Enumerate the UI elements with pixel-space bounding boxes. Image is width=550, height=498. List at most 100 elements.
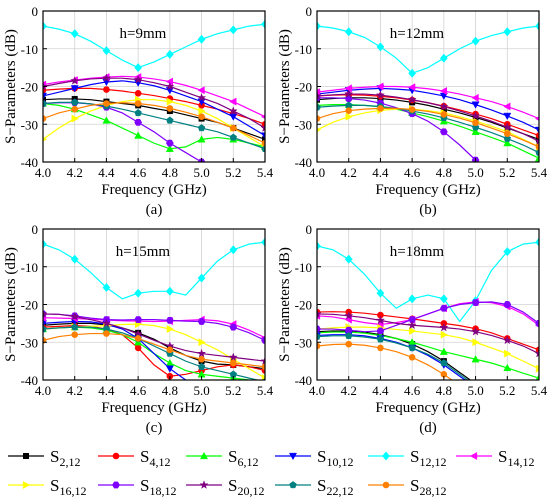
data-point-S14-12 [408,83,416,92]
x-tick-label: 4.6 [130,383,147,398]
y-tick-label: -30 [295,335,312,350]
legend-label: S22,12 [317,476,353,498]
data-point-S16-12 [440,330,448,339]
data-point-S22-12 [376,335,385,343]
legend-label: S28,12 [410,476,446,498]
data-point-S20-12 [165,81,175,91]
data-point-S16-12 [198,107,206,116]
series-line-S22-12 [317,335,469,380]
series-group [43,237,265,380]
series-line-S22-12 [43,101,265,150]
x-tick-label: 4.0 [35,165,51,180]
data-point-S28-12 [71,105,79,113]
y-tick-label: 0 [306,4,313,19]
data-point-S10-12 [70,85,79,93]
legend-item-4-12: S4,12 [98,447,170,469]
data-point-S4-12 [103,86,110,93]
series-line-S20-12 [317,313,539,355]
data-point-S20-12 [534,348,539,358]
x-tick-label: 4.4 [98,383,115,398]
data-point-S6-12 [503,363,512,372]
legend-label: S10,12 [317,447,353,469]
series-line-S4-12 [43,87,265,125]
series-line-S12-12 [43,23,265,69]
series-line-S28-12 [43,332,265,368]
data-point-S28-12 [71,331,79,339]
data-point-S12-12 [197,273,206,283]
data-point-S22-12 [70,98,79,106]
data-point-S28-12 [166,105,174,112]
data-point-S10-12 [43,92,48,101]
data-point-S22-12 [408,344,416,352]
data-point-S6-12 [439,347,448,355]
data-point-S14-12 [439,87,447,96]
x-tick-label: 5.0 [193,383,209,398]
series-line-S10-12 [43,80,265,137]
data-point-S28-12 [317,115,321,122]
panel-annotation: h=15mm [116,244,171,260]
data-point-S2-12 [536,136,539,143]
data-point-S28-12 [261,139,265,147]
series-line-S22-12 [43,326,260,380]
y-tick-label: 0 [306,222,313,237]
series-line-S10-12 [43,320,188,380]
data-point-S20-12 [228,352,238,362]
data-point-S12-12 [439,294,448,304]
data-point-S28-12 [472,119,479,127]
legend-marker [382,451,390,461]
series-line-S20-12 [43,77,265,129]
x-axis-label: Frequency (GHz) [101,182,206,198]
y-tick-label: -10 [21,42,38,57]
data-point-S20-12 [196,92,207,102]
legend-marker [199,451,209,460]
data-point-S28-12 [229,359,237,367]
data-point-S18-12 [165,139,174,147]
panel-caption: (d) [419,420,437,436]
x-tick-label: 5.4 [257,383,274,398]
data-point-S20-12 [470,326,481,336]
data-point-S20-12 [133,74,143,84]
x-tick-label: 4.2 [341,165,357,180]
data-point-S20-12 [317,309,322,318]
data-point-S20-12 [344,89,354,98]
series-line-S4-12 [317,311,539,351]
x-tick-label: 4.6 [404,383,421,398]
data-point-S22-12 [503,134,512,142]
legend-label: S12,12 [410,447,446,469]
data-point-S28-12 [345,340,353,348]
series-line-S28-12 [43,102,265,144]
data-point-S28-12 [440,371,448,378]
data-point-S28-12 [43,115,47,122]
data-point-S12-12 [43,21,47,31]
data-point-S18-12 [197,318,206,325]
data-point-S14-12 [471,93,479,102]
panel-annotation: h=12mm [390,26,445,42]
series-line-S14-12 [317,85,539,120]
data-point-S6-12 [165,358,174,367]
y-tick-label: -20 [21,298,38,313]
data-point-S16-12 [198,338,206,347]
chart-panel-b: 4.0 4.2 4.4 4.6 4.8 5.0 5.2 5.4 0 -10 -20 -30 -40 h=1… [277,4,548,218]
legend: S2,12 S4,12 S6,12 S10,12 S12,12 S14,12 S16,12 S… [8,447,534,498]
y-tick-label: -40 [295,373,312,388]
x-tick-label: 4.4 [372,165,389,180]
y-axis-label: S−Parameters (dB) [3,29,19,144]
data-point-S14-12 [376,82,384,91]
x-tick-label: 5.4 [531,383,548,398]
data-point-S12-12 [535,237,539,247]
data-point-S6-12 [534,154,539,162]
data-point-S20-12 [70,311,80,321]
chart-panel-c: 4.0 4.2 4.4 4.6 4.8 5.0 5.2 5.4 0 -10 -20 -30 -40 h=1… [3,222,274,436]
data-point-S2-12 [262,136,265,143]
data-point-S16-12 [472,338,480,347]
data-point-S28-12 [408,354,416,361]
data-point-S18-12 [344,95,353,102]
data-point-S20-12 [43,309,48,318]
series-line-S12-12 [317,241,539,323]
data-point-S28-12 [198,113,205,120]
x-tick-label: 4.4 [98,165,115,180]
x-tick-label: 5.4 [257,165,274,180]
data-point-S28-12 [229,124,237,132]
series-line-S18-12 [43,313,265,341]
data-point-S12-12 [197,34,206,44]
